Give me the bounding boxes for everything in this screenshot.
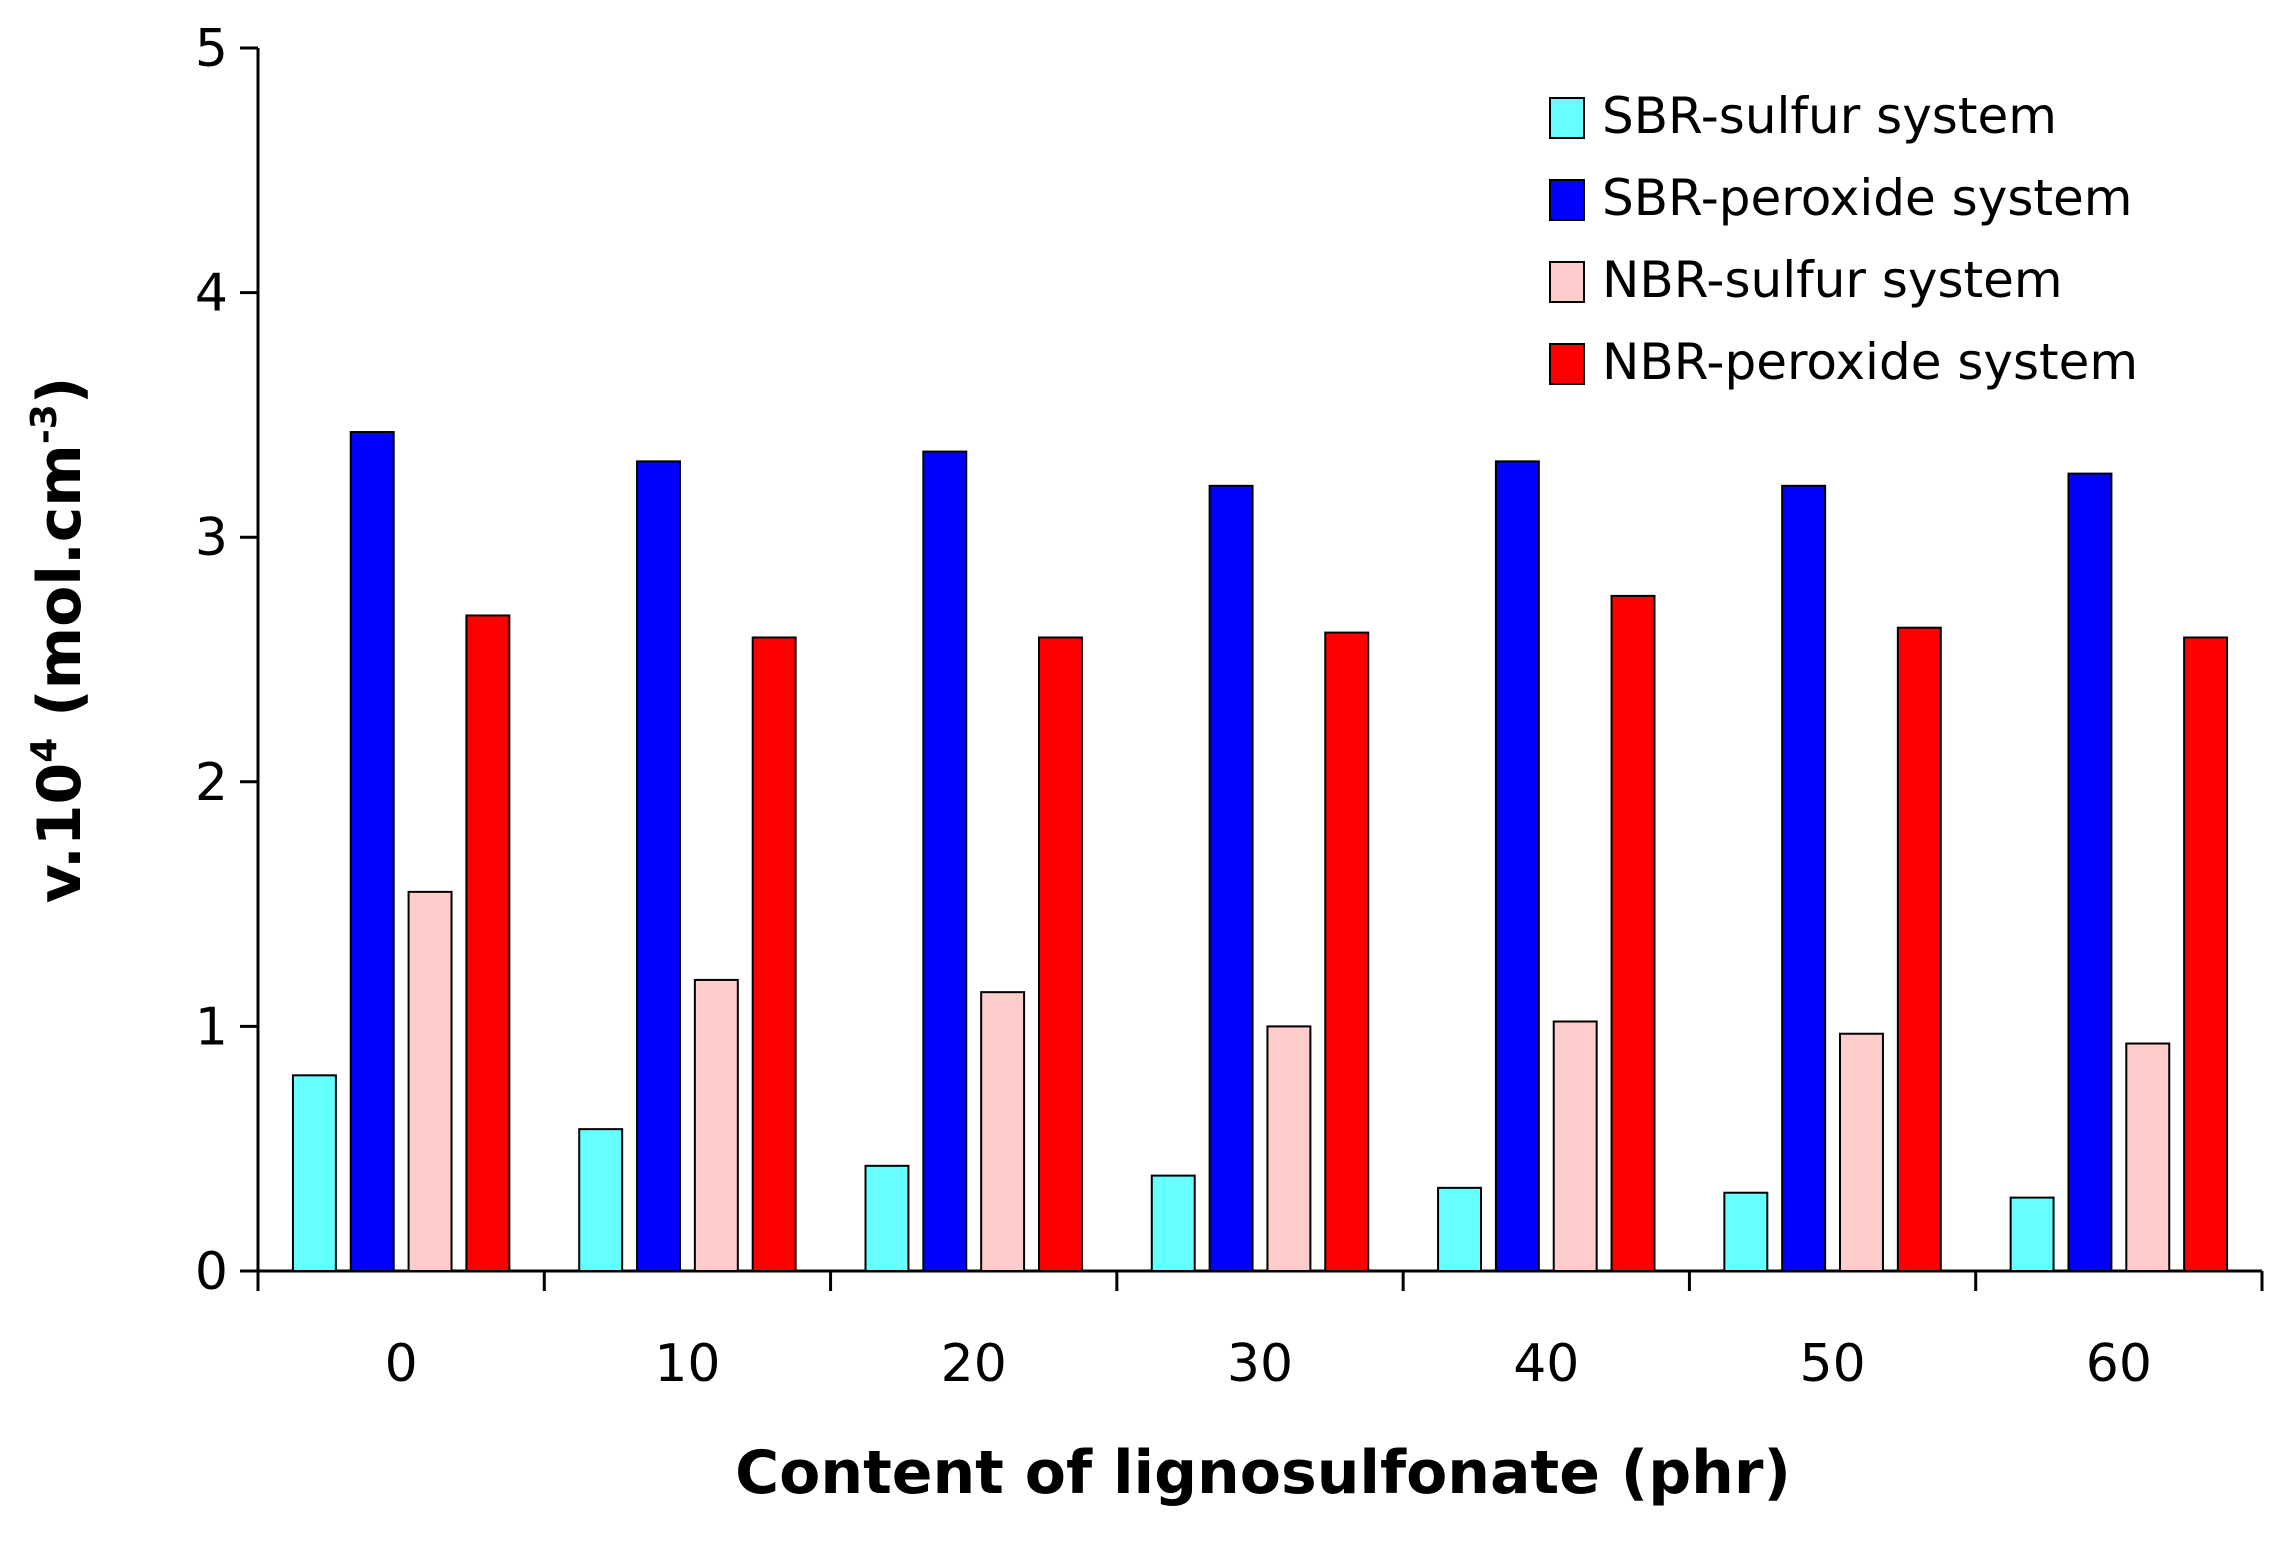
y-tick-label: 0 <box>195 1242 228 1302</box>
bar <box>2183 636 2229 1272</box>
x-tick-label: 50 <box>1799 1334 1865 1394</box>
bars <box>291 431 2229 1273</box>
legend-label: SBR-peroxide system <box>1602 169 2132 227</box>
x-tick-label: 10 <box>654 1334 720 1394</box>
legend-swatch <box>1549 97 1585 139</box>
legend-label: NBR-sulfur system <box>1602 251 2063 309</box>
x-axis-title: Content of lignosulfonate (phr) <box>735 1438 1791 1508</box>
x-tick-label: 30 <box>1227 1334 1293 1394</box>
x-ticks: 0 10 20 30 40 50 60 <box>256 1271 2264 1394</box>
bar <box>2009 1196 2055 1272</box>
y-tick-label: 4 <box>195 264 228 324</box>
bar <box>1324 631 1370 1272</box>
y-axis-title: v.104 (mol.cm-3) <box>24 377 95 904</box>
bar <box>578 1128 624 1272</box>
bar <box>1723 1191 1769 1273</box>
bar <box>1839 1032 1884 1273</box>
legend-swatch <box>1549 179 1585 221</box>
bar <box>1494 460 1540 1272</box>
y-axis-title-main: v.10 <box>25 763 95 904</box>
y-tick-label: 2 <box>195 753 228 813</box>
plot-area <box>256 48 2262 1273</box>
bar <box>349 431 395 1273</box>
bar <box>1437 1186 1483 1273</box>
y-tick-label: 3 <box>195 508 228 568</box>
bar <box>864 1164 910 1273</box>
y-axis-title-sup2: -3 <box>24 404 65 444</box>
bar <box>1150 1174 1196 1272</box>
legend-swatch <box>1549 261 1585 303</box>
legend-swatch <box>1549 343 1585 385</box>
bar <box>693 978 739 1273</box>
x-tick-label: 0 <box>385 1334 418 1394</box>
x-tick-label: 60 <box>2086 1334 2152 1394</box>
x-tick-label: 40 <box>1513 1334 1579 1394</box>
bar <box>407 890 453 1272</box>
bar <box>2067 472 2113 1272</box>
bar <box>1610 594 1656 1272</box>
y-ticks: 0 1 2 3 4 5 <box>195 19 258 1302</box>
bar <box>2125 1042 2171 1272</box>
bar <box>1552 1020 1598 1272</box>
bar <box>636 460 681 1272</box>
bar <box>465 614 511 1272</box>
bar <box>1781 484 1827 1273</box>
y-axis-title-sup1: 4 <box>24 738 65 763</box>
y-tick-label: 5 <box>195 19 228 79</box>
bar <box>751 636 797 1272</box>
bar <box>1266 1025 1312 1273</box>
bar <box>291 1074 337 1272</box>
legend-label: NBR-peroxide system <box>1602 333 2138 391</box>
bar <box>922 450 968 1272</box>
y-axis-title-end: ) <box>25 377 95 404</box>
y-tick-label: 1 <box>195 997 228 1057</box>
bar <box>980 991 1026 1272</box>
bar <box>1037 636 1083 1272</box>
y-axis-title-mid: (mol.cm <box>25 444 95 738</box>
x-tick-label: 20 <box>941 1334 1007 1394</box>
legend-label: SBR-sulfur system <box>1602 87 2057 145</box>
bar <box>1208 484 1254 1273</box>
bar <box>1896 626 1942 1272</box>
legend: SBR-sulfur system SBR-peroxide system NBR-… <box>1549 87 2138 391</box>
